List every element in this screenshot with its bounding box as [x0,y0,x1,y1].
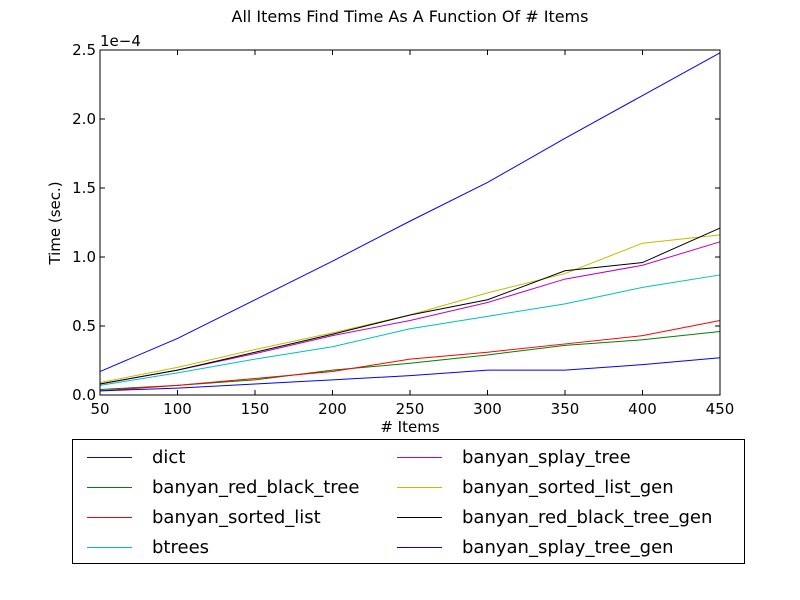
legend-item: banyan_red_black_tree_gen [397,505,712,529]
legend-swatch [87,486,132,488]
legend-swatch [397,516,442,518]
series-line-btrees [99,274,721,386]
y-tick-label: 2.5 [72,41,96,59]
series-line-banyan-sorted-list-gen [99,234,721,384]
y-tick-label: 2.0 [72,110,96,128]
legend-swatch [397,486,442,488]
legend-item: banyan_sorted_list_gen [397,475,674,499]
y-offset-label: 1e−4 [100,32,141,50]
tick-layer: 50 100 150 200 250 300 350 400 450 0.0 0.5 1.0 1.5 2.… [72,41,734,418]
legend-item: banyan_red_black_tree [87,475,359,499]
series-line-banyan-sorted-list [99,319,721,392]
chart-title: All Items Find Time As A Function Of # I… [232,7,589,26]
x-tick-label: 150 [241,400,270,418]
legend-item: banyan_splay_tree [397,445,631,469]
legend-item: btrees [87,535,209,559]
plot-frame [99,49,721,396]
legend: dict banyan_red_black_tree banyan_sorted_l… [72,439,745,564]
x-tick-label: 100 [163,400,192,418]
legend-swatch [87,456,132,458]
y-axis-label: Time (sec.) [46,181,64,265]
x-axis-label: # Items [380,418,439,436]
series-line-banyan-red-black-tree-gen [99,227,721,385]
legend-item: banyan_splay_tree_gen [397,535,674,559]
legend-label: banyan_splay_tree [462,446,631,468]
legend-label: banyan_splay_tree_gen [462,536,674,558]
series-line-banyan-splay-tree [99,241,721,385]
legend-item: dict [87,445,185,469]
series-line-banyan-red-black-tree [99,331,721,390]
legend-swatch [87,516,132,518]
legend-swatch [397,546,442,548]
y-tick-label: 1.0 [72,248,96,266]
x-tick-label: 250 [396,400,425,418]
series-layer [99,52,721,392]
legend-label: banyan_red_black_tree [152,476,360,498]
x-tick-label: 350 [551,400,580,418]
x-tick-label: 50 [90,400,109,418]
series-line-dict [99,52,721,372]
x-tick-label: 200 [318,400,347,418]
series-line-banyan-splay-tree-gen [99,357,721,392]
legend-label: dict [152,446,186,468]
legend-item: banyan_sorted_list [87,505,321,529]
y-tick-label: 0.5 [72,317,96,335]
legend-swatch [397,456,442,458]
x-tick-label: 400 [628,400,657,418]
y-tick-label: 0.0 [72,386,96,404]
x-tick-label: 300 [473,400,502,418]
legend-label: btrees [152,536,210,558]
y-tick-label: 1.5 [72,179,96,197]
x-tick-label: 450 [706,400,735,418]
legend-label: banyan_red_black_tree_gen [462,506,713,528]
legend-swatch [87,546,132,548]
legend-label: banyan_sorted_list [152,506,321,528]
legend-label: banyan_sorted_list_gen [462,476,674,498]
